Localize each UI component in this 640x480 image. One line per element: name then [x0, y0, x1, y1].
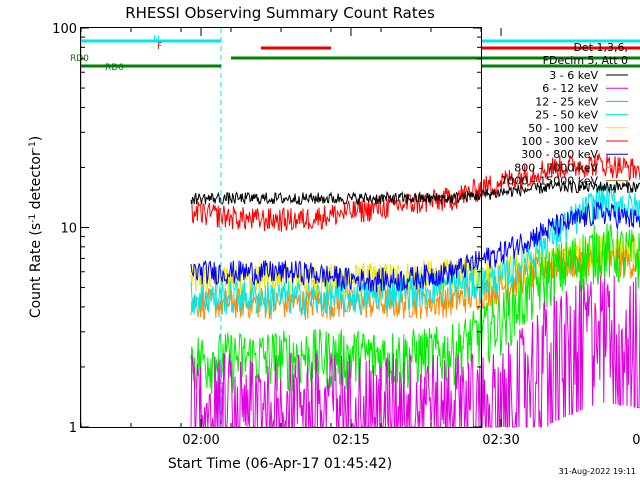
- x-tick-label: 02:00: [182, 433, 219, 448]
- series-line: [190, 183, 640, 316]
- y-axis-label-main: Count Rate (s: [28, 223, 44, 318]
- x-axis-label: Start Time (06-Apr-17 01:45:42): [168, 456, 392, 472]
- data-layer: [190, 153, 640, 429]
- legend-label: 100 - 300 keV: [521, 135, 598, 148]
- flag-row-rd0: RD0: [70, 54, 640, 64]
- series-50-100-kev: [190, 232, 640, 299]
- legend-header-line-1: Det 1,3,6,: [573, 41, 628, 54]
- flag-row-f: F: [157, 42, 640, 52]
- legend-label: 6 - 12 keV: [542, 82, 598, 95]
- legend-label: 25 - 50 keV: [535, 109, 598, 122]
- flag-label: N: [153, 35, 160, 45]
- plot-frame: [80, 27, 482, 428]
- series-100-300-kev: [190, 153, 640, 232]
- series-25-50-kev: [190, 183, 640, 316]
- legend-label: 300 - 800 keV: [521, 148, 598, 161]
- series-line: [190, 153, 640, 232]
- y-tick-label: 100: [52, 22, 77, 37]
- legend-label: 7000 - 15000 keV: [500, 175, 598, 188]
- legend-label: 3 - 6 keV: [549, 69, 598, 82]
- series-line: [190, 232, 640, 299]
- y-axis-label: Count Rate (s-1 detector-1): [28, 136, 44, 318]
- y-axis-label-sup2: -1: [28, 141, 38, 150]
- series-line: [190, 246, 640, 321]
- flag-label: RD6: [105, 63, 124, 73]
- legend-label: 50 - 100 keV: [528, 122, 598, 135]
- flag-label: RD0: [70, 54, 89, 64]
- x-tick-label: 02:45: [632, 433, 640, 448]
- chart-title: RHESSI Observing Summary Count Rates: [125, 4, 435, 22]
- legend-label: 800 - 7000 keV: [514, 161, 598, 174]
- series-line: [190, 275, 640, 429]
- series-300-800-kev: [190, 201, 640, 293]
- flag-row-rd6: RD6: [81, 63, 640, 73]
- y-axis-label-mid: detector: [28, 150, 44, 214]
- y-tick-label: 1: [69, 421, 77, 436]
- footer-timestamp: 31-Aug-2022 19:11: [559, 467, 636, 476]
- series-800-7000-kev: [190, 246, 640, 321]
- y-axis-label-sup1: -1: [28, 214, 38, 223]
- series-line: [190, 201, 640, 293]
- x-tick-label: 02:15: [332, 433, 369, 448]
- legend-header-line-2: FDecim 5, Att 0: [543, 54, 628, 67]
- x-tick-label: 02:30: [482, 433, 519, 448]
- y-tick-label: 10: [60, 222, 77, 237]
- flag-row-n: N: [81, 35, 640, 45]
- flag-label: F: [157, 42, 162, 52]
- flag-layer: NF RD0 RD6: [70, 28, 640, 427]
- series-line: [190, 179, 640, 206]
- series-3-6-kev: [190, 179, 640, 206]
- series-6-12-kev: [190, 275, 640, 429]
- legend-label: 12 - 25 keV: [535, 95, 598, 108]
- y-axis-label-end: ): [28, 136, 44, 141]
